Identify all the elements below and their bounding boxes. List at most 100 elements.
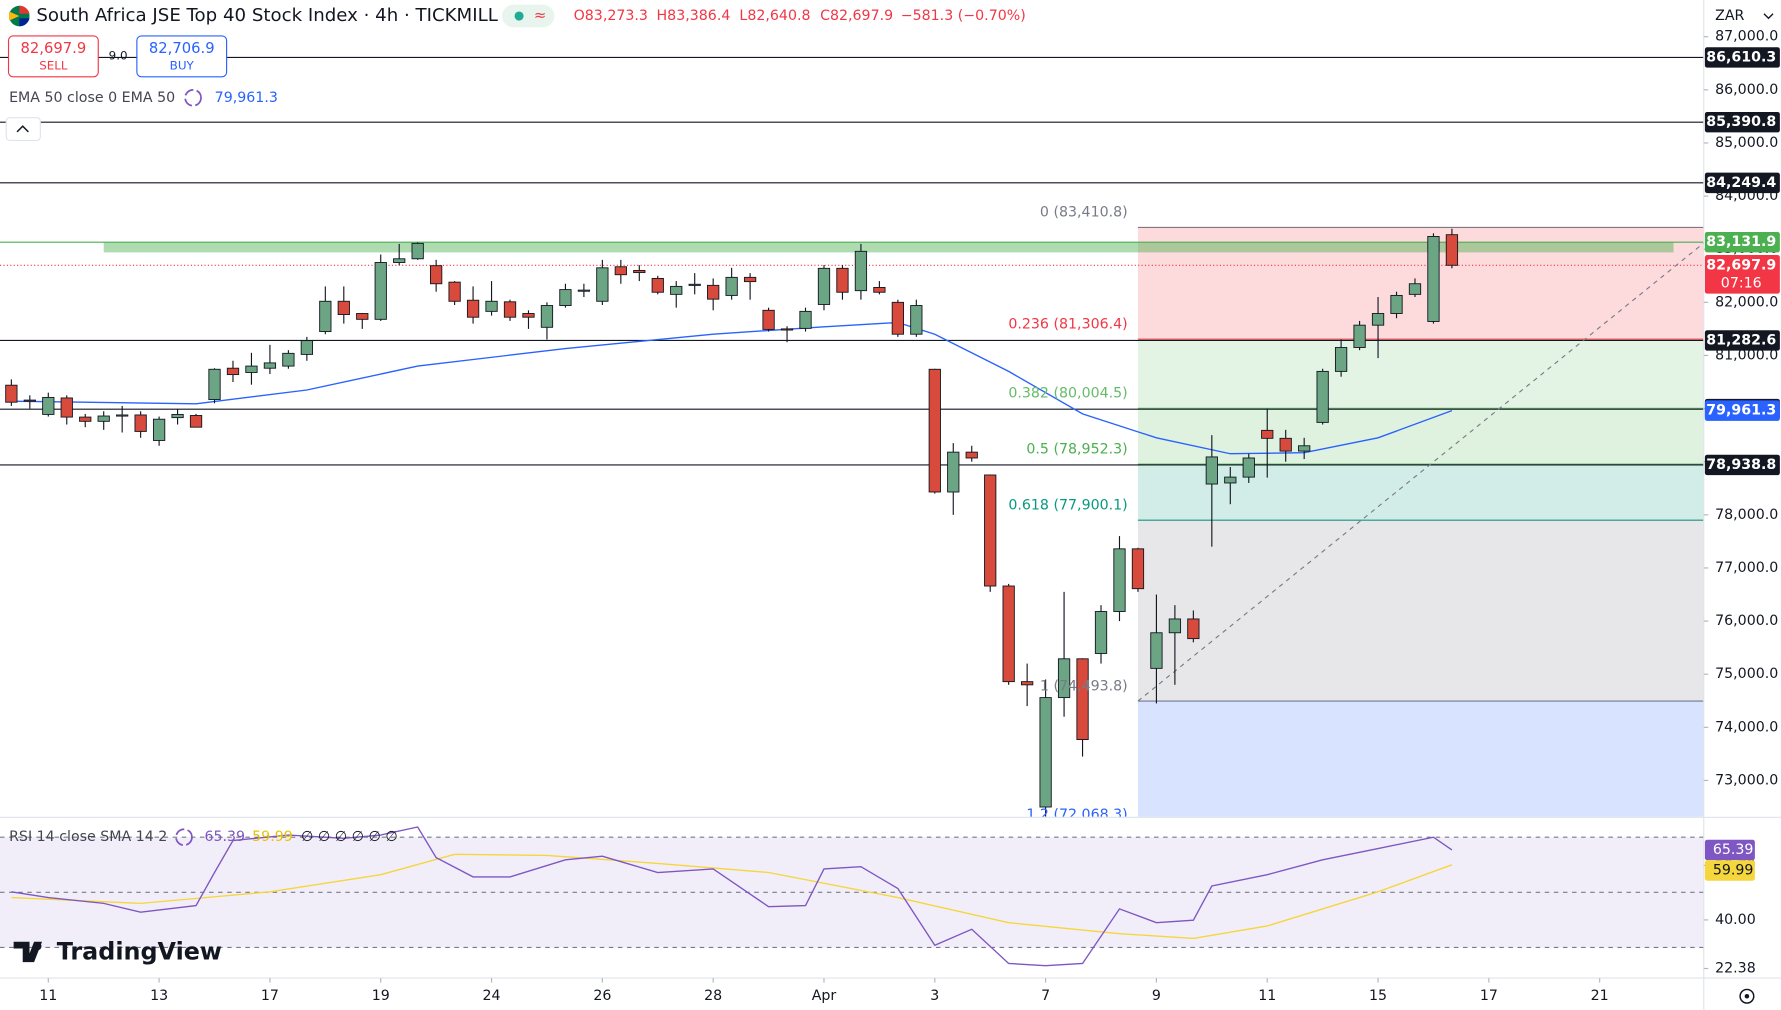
zone-tag [1704,231,1780,253]
status-pill[interactable] [502,4,555,28]
zone-tag-label: 83,131.9 [1706,234,1776,250]
level-tag [1704,330,1780,351]
candle-body [1205,456,1218,485]
x-tick-label: 7 [1041,988,1050,1004]
ohlc-change: −581.3 (−0.70%) [901,8,1026,24]
candle-body [116,414,129,417]
fib-label: 0.618 (77,900.1) [1008,497,1127,513]
last-price-countdown: 07:16 [1721,275,1762,291]
rsi-legend: RSI 14 close SMA 14 2 [9,829,167,845]
level-tag [1704,454,1780,476]
candle-body [337,300,350,316]
candle-body [965,451,978,459]
sell-button[interactable] [7,35,99,78]
fib-zone [1137,408,1704,465]
candle-body [651,277,664,293]
y-tick-label: 87,000.0 [1715,29,1778,45]
candle-body [799,310,812,329]
settings-icon [1744,993,1750,999]
level-tag-label: 84,249.4 [1706,175,1776,191]
candle-body [374,262,387,320]
y-tick-label: 75,000.0 [1715,666,1778,682]
sell-price: 82,697.9 [21,40,87,57]
level-tag [1704,111,1780,133]
candle-body [42,396,55,415]
fib-zone [1137,227,1704,340]
candle-body [688,283,701,286]
candle-body [448,281,461,302]
fib-label: 1.2 (72,068.3) [1026,807,1127,823]
spread: 9.0 [109,48,128,62]
x-tick-label: Apr [812,988,837,1004]
level-tag-label: 85,390.8 [1706,114,1776,130]
level-tag [1704,172,1780,194]
candle-body [762,309,775,330]
x-tick-label: 17 [1480,988,1498,1004]
candle-body [725,276,738,296]
candle-body [1057,658,1071,699]
x-tick-label: 13 [150,988,168,1004]
rsi-icon[interactable] [175,828,193,847]
fib-label: 0.382 (80,004.5) [1008,386,1127,402]
rsi-pane [0,826,1704,967]
collapse-button[interactable] [5,117,41,141]
overlay: South Africa JSE Top 40 Stock Index · 4h… [5,4,1774,1004]
candle-body [79,416,92,422]
fib-zone [1137,520,1704,702]
ema-legend: EMA 50 close 0 EMA 50 [9,90,175,106]
candle-body [1113,548,1126,612]
candle-body [189,415,203,428]
fib-label: 1 (74,493.8) [1040,678,1128,694]
y-tick-label: 77,000.0 [1715,560,1778,576]
fib-label: 0.5 (78,952.3) [1026,441,1127,457]
chevron-icon [16,125,29,133]
candle-body [670,285,683,295]
candle-body [226,367,240,376]
candle-body [282,352,295,367]
y-tick-label: 78,000.0 [1715,507,1778,523]
candle-body [23,399,36,402]
flag-icon [9,11,20,21]
candle-body [836,267,849,293]
buy-price: 82,706.9 [149,40,215,57]
rsi-sma-value: 59.99 [252,829,293,845]
candle-body [171,413,184,419]
level-tag-label: 86,610.3 [1706,49,1776,65]
candle-body [1168,618,1182,634]
candle-body [596,267,609,302]
x-tick-label: 28 [704,988,722,1004]
status-icon: ≈ [534,7,546,24]
level-tag-label: 81,282.6 [1706,332,1776,348]
candle-body [743,276,757,283]
dropdown-icon [1763,13,1774,20]
candle-body [633,270,646,274]
candle-body [1316,370,1329,423]
candle-body [1408,283,1422,295]
candle-body [1445,234,1459,266]
rsi-y-tick-label: 40.00 [1715,912,1756,928]
candle-body [245,365,258,373]
candle-body [1390,294,1403,314]
currency[interactable]: ZAR [1715,8,1744,24]
candle-body [430,265,443,285]
candle-body [1261,429,1274,439]
candle-body [319,300,332,333]
y-tick-label: 74,000.0 [1715,719,1778,735]
settings-icon[interactable] [1739,988,1755,1004]
rsi-tag-label: 65.39 [1713,842,1754,858]
rsi-tag [1704,860,1755,881]
y-tick-label: 73,000.0 [1715,772,1778,788]
candle-body [1131,548,1145,590]
candle-body [411,242,424,260]
candle-body [5,384,18,403]
candle-body [503,301,517,318]
candle-body [522,313,535,318]
candle-body [1371,313,1385,326]
ema-icon[interactable] [184,88,202,107]
buy-button[interactable] [136,35,228,78]
ohlc-close: C82,697.9 [820,8,893,24]
x-tick-label: 15 [1369,988,1387,1004]
candle-body [466,299,480,318]
